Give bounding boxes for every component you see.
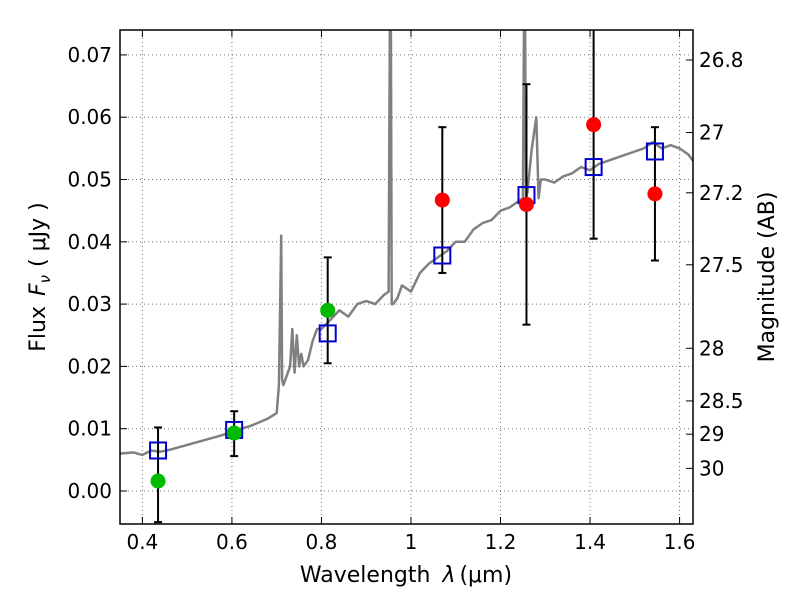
- x-tick-label: 1.2: [485, 530, 517, 554]
- model-spectrum-line: [120, 30, 693, 457]
- y2-tick-label: 27.2: [699, 181, 744, 205]
- x-tick-label: 0.6: [216, 530, 248, 554]
- model-photometry-point: [318, 324, 337, 343]
- y2-axis-label: Magnitude (AB): [755, 192, 780, 363]
- tick-layer: 0.4 0.6 0.8 1 1.2 1.4 1.6 0.00 0.01 0.02 0.03 0.04 0…: [67, 30, 744, 554]
- x-tick-label: 1: [405, 530, 418, 554]
- non-detection-point: [434, 192, 450, 208]
- model-photometry-point: [645, 142, 664, 161]
- y-tick-label: 0.06: [67, 105, 112, 129]
- y-tick-label: 0.03: [67, 292, 112, 316]
- x-tick-label: 0.8: [306, 530, 338, 554]
- plot-frame: [119, 29, 694, 525]
- x-tick-label: 0.4: [126, 530, 158, 554]
- y-tick-label: 0.01: [67, 417, 112, 441]
- detection-point: [226, 425, 242, 441]
- x-tick-label: 1.6: [664, 530, 696, 554]
- y-tick-label: 0.02: [67, 354, 112, 378]
- y2-tick-label: 30: [699, 456, 724, 480]
- y2-tick-label: 27: [699, 120, 724, 144]
- y-tick-label: 0.00: [67, 479, 112, 503]
- non-detection-point: [586, 117, 602, 133]
- non-detection-point: [647, 186, 663, 202]
- y2-tick-label: 28.5: [699, 389, 744, 413]
- y-tick-label: 0.07: [67, 43, 112, 67]
- y-tick-label: 0.04: [67, 230, 112, 254]
- y2-tick-label: 27.5: [699, 253, 744, 277]
- model-photometry-point: [149, 441, 168, 460]
- y-axis-label: FluxFν( μJy ): [26, 202, 54, 351]
- detection-point: [320, 302, 336, 318]
- non-detection-point: [518, 196, 534, 212]
- y-tick-label: 0.05: [67, 168, 112, 192]
- x-axis-label: Wavelength λ (μm): [300, 563, 512, 588]
- y2-tick-label: 26.8: [699, 48, 744, 72]
- detection-point: [150, 473, 166, 489]
- model-photometry-point: [433, 246, 452, 265]
- x-tick-label: 1.4: [574, 530, 606, 554]
- model-photometry-point: [584, 158, 603, 177]
- y2-tick-label: 28: [699, 336, 724, 360]
- y2-tick-label: 29: [699, 422, 724, 446]
- plot-area: [120, 30, 693, 524]
